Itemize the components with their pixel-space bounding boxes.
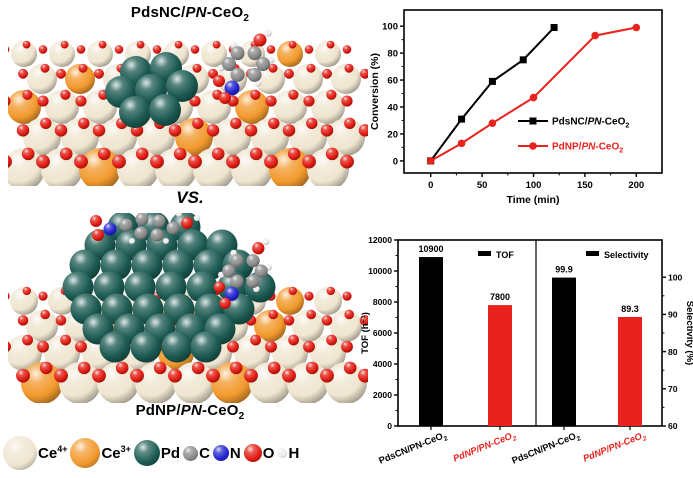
c-label: C [199,445,210,462]
pd-single-cluster [105,52,198,128]
svg-text:100: 100 [668,272,683,282]
pd-sphere-icon [133,440,160,466]
ceria-surface-a [8,40,368,186]
svg-text:80: 80 [668,347,678,357]
panel-a-title-post: -CeO [206,4,244,21]
line-chart-axes: 0 50 100 150 200 0 20 40 60 80 100 Time (min) Conver… [369,9,663,206]
tof-selectivity-chart: 0 2000 4000 6000 8000 10000 12000 TOF (h⁻¹) 60 70… [360,235,693,468]
svg-text:80: 80 [387,49,398,60]
svg-text:60: 60 [668,421,678,431]
panel-a-title-sub: 2 [243,13,250,24]
bar-category-label: PdNP/PN-CeO2 [452,429,519,466]
bar-value-label: 7800 [490,292,510,302]
legend-atom-ce3: Ce3+ [70,438,131,468]
structure-pdsnc-illustration [8,29,368,186]
bar-selectivity-pdscn: 99.9 PdsCN/PN-CeO2 [510,265,582,468]
svg-text:150: 150 [577,180,593,191]
o-label: O [262,445,275,462]
svg-text:90: 90 [668,310,678,320]
svg-text:2000: 2000 [373,390,392,400]
bar-value-label: 99.9 [555,265,573,275]
legend-atom-c: C [183,444,210,462]
c-sphere-icon [183,445,199,461]
h-sphere-icon [277,448,288,458]
svg-text:100: 100 [382,22,398,33]
n-sphere-icon [212,445,229,461]
svg-text:20: 20 [387,129,398,140]
ce3-label: Ce3+ [101,444,131,462]
bar-tof-pdscn: 10900 PdsCN/PN-CeO2 [377,244,449,468]
bar-category-label: PdNP/PN-CeO2 [582,429,649,466]
bar-category-label: PdsCN/PN-CeO2 [377,429,449,468]
panel-b-title: PdNP/PN-CeO2 [0,402,380,422]
y-axis-label: Conversion (%) [369,53,381,130]
ce4-sphere-icon [3,436,37,470]
structure-pdnp-illustration [8,213,368,403]
svg-text:60: 60 [387,75,398,86]
series-PdNP/PN-CeO2 [426,23,641,165]
svg-text:8000: 8000 [373,297,392,307]
tof-axis-label: TOF (h⁻¹) [360,312,371,354]
panel-b-title-pre: PdNP/ [135,402,181,419]
svg-text:100: 100 [526,180,542,191]
svg-text:200: 200 [628,180,644,191]
h-label: H [288,445,300,462]
legend-atom-pd: Pd [133,440,181,466]
bar-category-label: PdsCN/PN-CeO2 [510,429,582,468]
svg-text:Selectivity: Selectivity [604,250,649,260]
bar-chart-axes: 0 2000 4000 6000 8000 10000 12000 TOF (h⁻¹) 60 70… [360,235,693,431]
svg-text:6000: 6000 [373,328,392,338]
svg-text:12000: 12000 [368,235,392,245]
legend-atom-n: N [212,444,241,462]
bar-legend-tof: TOF [478,250,514,260]
legend-entry-pdnp: PdNP/PN-CeO2 [552,142,623,155]
svg-text:70: 70 [668,384,678,394]
panel-b-title-post: -CeO [202,402,239,419]
bar-legend-selectivity: Selectivity [586,250,649,260]
bar-tof-pdnp: 7800 PdNP/PN-CeO2 [452,292,519,466]
ce3-sphere-icon [70,438,101,468]
bar-selectivity-pdnp: 89.3 PdNP/PN-CeO2 [582,304,649,466]
svg-text:0: 0 [428,180,433,191]
svg-text:4000: 4000 [373,359,392,369]
atom-legend: Ce4+ Ce3+ Pd C N O H [3,430,395,476]
n-label: N [229,445,241,462]
svg-text:40: 40 [387,102,398,113]
panel-a-title-pre: PdsNC/ [130,4,186,21]
ce4-label: Ce4+ [38,444,68,462]
svg-text:TOF: TOF [496,250,514,260]
legend-atom-o: O [243,444,275,462]
molecule-nitrophenol [213,29,275,104]
panel-b-title-italic: PN [180,402,203,419]
svg-text:0: 0 [387,421,392,431]
svg-text:0: 0 [393,156,398,167]
selectivity-axis-label: Selectivity (%) [684,301,693,365]
svg-text:50: 50 [477,180,488,191]
legend-entry-pdsnc: PdsNC/PN-CeO2 [552,117,629,130]
bar-value-label: 10900 [418,244,443,254]
pd-nanoparticle [62,213,276,363]
panel-a-title: PdsNC/PN-CeO2 [0,4,380,24]
bar-value-label: 89.3 [621,304,639,314]
pd-label: Pd [160,445,181,462]
molecule-nitrophenol [213,238,272,309]
vs-label: VS. [176,188,204,207]
conversion-chart: 0 50 100 150 200 0 20 40 60 80 100 Time (min) Conver… [369,9,663,206]
o-sphere-icon [243,444,262,462]
x-axis-label: Time (min) [507,194,560,206]
adsorbed-molecule [90,213,201,244]
line-chart-legend: PdsNC/PN-CeO2 PdNP/PN-CeO2 [518,117,629,155]
panel-b-title-sub: 2 [238,411,245,422]
svg-text:10000: 10000 [368,266,392,276]
legend-atom-h: H [277,444,299,462]
panel-a-title-italic: PN [185,4,207,21]
legend-atom-ce4: Ce4+ [3,436,67,470]
